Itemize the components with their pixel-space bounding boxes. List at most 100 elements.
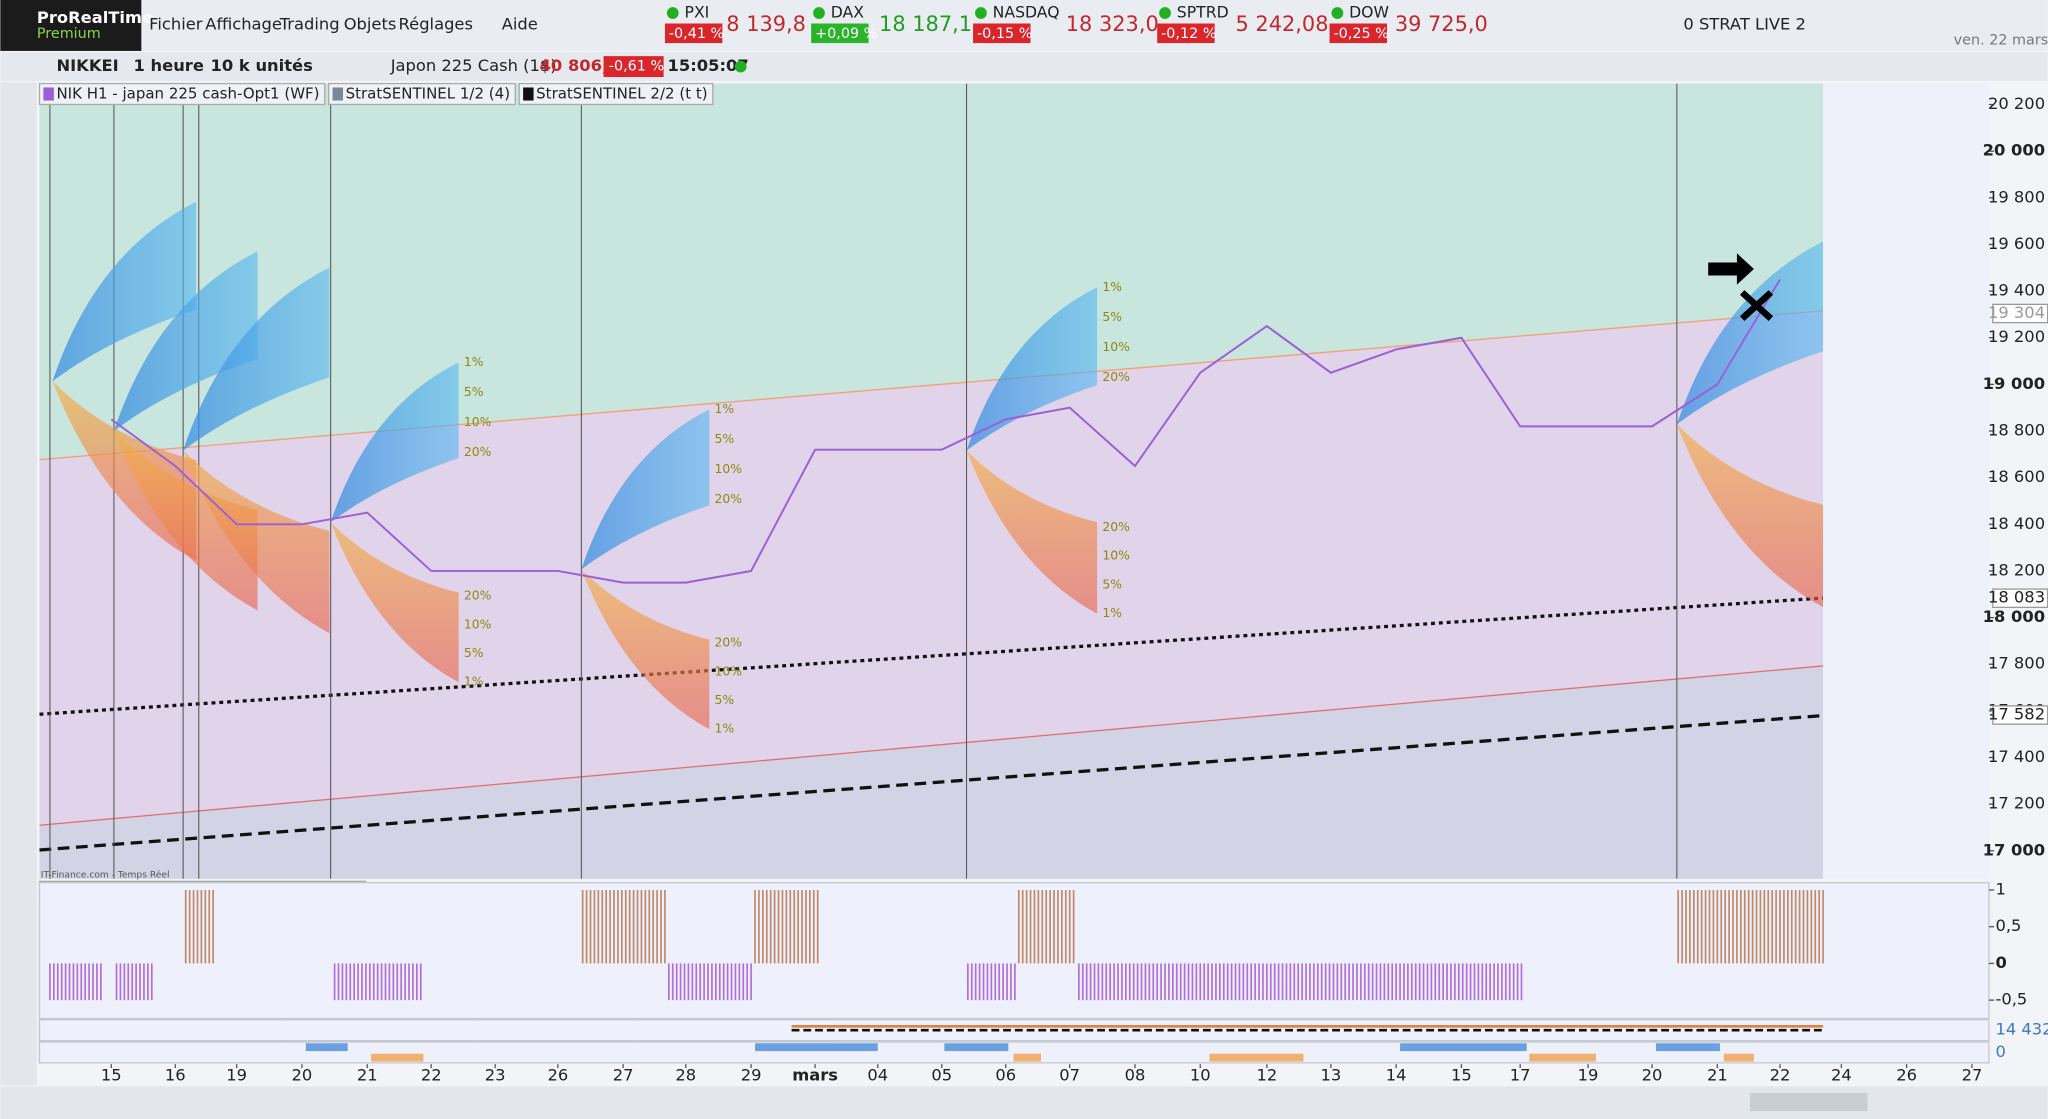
cone-down [966, 450, 1098, 614]
ticker-value: 18 323,0 [1066, 12, 1159, 36]
x-tick-label: 26 [1896, 1065, 1917, 1084]
cone-label: 5% [1102, 576, 1122, 591]
instrument-change: -0,61 % [609, 59, 664, 75]
legend-swatch [332, 87, 344, 101]
ticker-dot [666, 7, 679, 19]
legend-swatch [43, 87, 54, 101]
x-tick-label: 29 [741, 1065, 762, 1084]
y-tick-label: 17 200 [1988, 794, 2045, 813]
equity-bg [38, 1019, 1990, 1042]
menu-item[interactable]: Aide [502, 14, 538, 33]
cone-label: 1% [464, 674, 484, 689]
x-tick-label: 19 [1578, 1065, 1599, 1084]
cone-label: 20% [715, 635, 743, 650]
y-tick-label: 20 000 [1983, 141, 2045, 160]
x-tick-label: 10 [1190, 1065, 1211, 1084]
legend-entry: NIK H1 - japan 225 cash-Opt1 (WF) [56, 85, 319, 103]
ticker-value: 5 242,08 [1236, 12, 1329, 36]
x-tick-label: 07 [1059, 1065, 1080, 1084]
y-tick-label: 19 200 [1988, 327, 2045, 346]
ticker-name[interactable]: DAX [831, 3, 864, 22]
cone-label: 10% [464, 414, 492, 429]
cone-label: 20% [464, 588, 492, 603]
change-box [603, 56, 664, 78]
x-tick-label: 23 [485, 1065, 506, 1084]
ticker-change-box [1329, 23, 1387, 44]
cone-label: 5% [464, 645, 484, 660]
arrow-signal [1708, 253, 1754, 285]
menu-item[interactable]: Fichier [149, 14, 203, 33]
ma-dashed [39, 713, 1824, 852]
ticker-value: 18 187,1 [879, 12, 972, 36]
cone-up [113, 251, 258, 431]
menu-item[interactable]: Affichage [205, 14, 282, 33]
y-tick-label: 17 800 [1988, 654, 2045, 673]
cone-up [1676, 241, 1824, 425]
y-tick-label: 0 [1995, 953, 2006, 972]
cone-label: 10% [1102, 339, 1130, 354]
units[interactable]: 10 k unités [211, 56, 313, 75]
price-line [110, 278, 1781, 584]
x-tick-label: 19 [226, 1065, 247, 1084]
x-tick-label: 22 [421, 1065, 442, 1084]
cone-down [330, 522, 459, 683]
cone-label: 1% [715, 401, 735, 416]
scrollbar[interactable] [1749, 1092, 1868, 1112]
menu-item[interactable]: Objets [344, 14, 397, 33]
channel-top [39, 310, 1824, 461]
menu-item[interactable]: Réglages [399, 14, 473, 33]
upper-zone [39, 83, 1824, 460]
period[interactable]: 1 heure [134, 56, 204, 75]
ticker-change: -0,15 % [977, 26, 1032, 42]
position-strip [755, 1043, 878, 1052]
x-tick-label: 15 [101, 1065, 122, 1084]
ticker-change-box [973, 23, 1031, 44]
y-tick-label: 18 600 [1988, 467, 2045, 486]
positions2-marker: 0 [1995, 1042, 2005, 1061]
x-tick-label: 05 [931, 1065, 952, 1084]
legend-box [327, 82, 516, 106]
x-tick-label: 06 [995, 1065, 1016, 1084]
y-tick-label: 18 000 [1983, 607, 2045, 626]
y-tick-label: 19 400 [1988, 281, 2045, 300]
x-tick-label: 12 [1256, 1065, 1277, 1084]
cone-label: 5% [715, 692, 735, 707]
ticker-value: 39 725,0 [1395, 12, 1488, 36]
cone-label: 20% [1102, 369, 1130, 384]
strategy[interactable]: 0 STRAT LIVE 2 [1683, 14, 1806, 33]
ticker-name[interactable]: DOW [1349, 3, 1389, 22]
x-tick-label: 17 [1510, 1065, 1531, 1084]
cone-label: 5% [464, 384, 484, 399]
future-area [1823, 83, 1989, 879]
legend-box [518, 82, 714, 106]
ticker-name[interactable]: SPTRD [1177, 3, 1229, 22]
x-tick-label: 21 [357, 1065, 378, 1084]
channel-bottom [39, 665, 1824, 826]
ticker-name[interactable]: NASDAQ [993, 3, 1060, 22]
price-marker: 18 083 [1988, 588, 2045, 607]
y-tick-label: 20 200 [1988, 94, 2045, 113]
instrument-price: 40 806,0 [540, 56, 620, 75]
data-source: IT-Finance.com - Temps Réel [41, 869, 170, 880]
x-tick-label: 26 [547, 1065, 568, 1084]
ticker-change-box [664, 23, 723, 44]
ticker-dot [813, 7, 825, 19]
x-tick-label: 08 [1125, 1065, 1146, 1084]
ticker-name[interactable]: PXI [685, 3, 710, 22]
cone-up [52, 201, 197, 382]
cone-down [581, 569, 710, 730]
status-dot [734, 60, 747, 73]
left-toolbar [0, 82, 37, 1086]
y-axis-area [1988, 82, 2048, 1086]
ticker-change: +0,09 % [815, 26, 877, 42]
y-tick-label: -0,5 [1995, 990, 2027, 1009]
position-strip [1209, 1053, 1304, 1062]
cone-label: 20% [1102, 519, 1130, 534]
ticker-change: -0,12 % [1161, 26, 1216, 42]
ticker-change-box [811, 23, 869, 44]
position-strip [1529, 1053, 1596, 1062]
cone-up [966, 287, 1098, 451]
symbol[interactable]: NIKKEI [56, 56, 118, 75]
menu-item[interactable]: Trading [279, 14, 340, 33]
